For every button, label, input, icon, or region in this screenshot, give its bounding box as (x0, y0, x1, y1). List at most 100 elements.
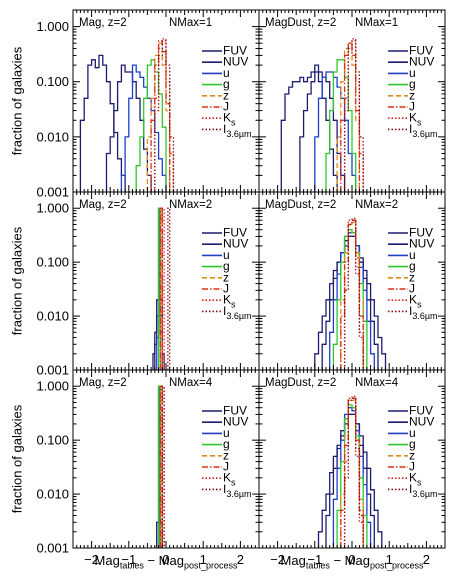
legend-label: Ks (223, 111, 236, 128)
legend-label: g (409, 259, 416, 273)
histogram-series (332, 229, 368, 370)
legend-label: NUV (409, 237, 434, 251)
y-axis-label-row-2: fraction of galaxies (9, 226, 25, 336)
x-axis-label-left: Magtables − Magpost_process (94, 553, 238, 571)
legend-label: z (409, 448, 415, 462)
nmax-label: NMax=4 (355, 377, 399, 389)
histogram-series (343, 219, 364, 370)
legend-label: u (409, 426, 416, 440)
legend-label: g (409, 437, 416, 451)
legend-label: z (223, 88, 229, 102)
plot-frame (72, 191, 260, 371)
histogram-series (314, 71, 357, 192)
legend-label: J (223, 100, 229, 114)
legend-label: I3.6µm (223, 482, 252, 499)
histogram-series (332, 407, 372, 548)
legend-label: I3.6µm (409, 122, 438, 139)
histogram-series (321, 235, 379, 370)
histogram-series (150, 40, 171, 192)
chart-panel-3: 0.001 0.010 0.100 1.000 Mag, z=2 NMax=2 FUVNUV… (36, 191, 260, 378)
panel-label: MagDust, z=2 (265, 199, 336, 211)
legend-label: u (223, 248, 230, 262)
legend-label: Ks (223, 293, 236, 310)
histogram-series (161, 385, 165, 548)
legend-label: u (223, 426, 230, 440)
x-tick-label: −2 (84, 552, 99, 567)
legend-label: z (409, 88, 415, 102)
histogram-series (317, 413, 383, 548)
panel-label: MagDust, z=2 (265, 17, 336, 29)
legend-label: z (223, 270, 229, 284)
legend-label: J (409, 100, 415, 114)
legend-label: FUV (223, 226, 247, 240)
legend-label: J (409, 282, 415, 296)
histogram-series (280, 64, 338, 192)
y-axis-label-row-3: fraction of galaxies (9, 404, 25, 514)
nmax-label: NMax=1 (355, 17, 398, 29)
legend-label: J (223, 282, 229, 296)
legend-label: z (223, 448, 229, 462)
y-tick-label: 0.001 (36, 363, 69, 378)
legend-label: FUV (223, 44, 247, 58)
legend-label: g (409, 77, 416, 91)
legend-label: I3.6µm (223, 122, 252, 139)
panel-label: Mag, z=2 (79, 377, 127, 389)
histogram-series (135, 59, 167, 192)
legend-label: FUV (409, 404, 433, 418)
x-tick-label: 0 (348, 552, 355, 567)
legend-label: u (409, 248, 416, 262)
histogram-series (340, 42, 361, 192)
histogram-series (154, 40, 175, 192)
legend-label: z (409, 270, 415, 284)
legend-label: g (223, 259, 230, 273)
y-tick-label: 0.100 (36, 255, 69, 270)
y-tick-label: 1.000 (36, 379, 69, 394)
legend-label: FUV (223, 404, 247, 418)
y-tick-label: 0.001 (36, 185, 69, 200)
nmax-label: NMax=1 (169, 17, 212, 29)
histogram-series (167, 207, 171, 370)
x-tick-label: −2 (270, 552, 285, 567)
y-tick-label: 0.001 (36, 541, 69, 556)
histogram-series (120, 64, 167, 192)
histogram-series (154, 38, 175, 192)
legend-label: J (409, 460, 415, 474)
histogram-series (329, 232, 375, 370)
y-tick-label: 0.010 (36, 487, 69, 502)
x-tick-label: −1 (307, 552, 322, 567)
legend-label: u (409, 66, 416, 80)
x-tick-label: −1 (121, 552, 136, 567)
chart-panel-5: 0.001 0.010 0.100 1.000 −2 −1 0 1 2 Mag, z=2 NMax=… (36, 369, 260, 567)
legend-label: NUV (223, 415, 248, 429)
x-tick-label: 2 (237, 552, 244, 567)
legend-label: g (223, 77, 230, 91)
y-axis-label-row-1: fraction of galaxies (9, 46, 25, 156)
y-tick-label: 1.000 (36, 201, 69, 216)
x-tick-label: 1 (200, 552, 207, 567)
panel-label: Mag, z=2 (79, 199, 127, 211)
chart-panel-1: 0.001 0.010 0.100 1.000 Mag, z=2 NMax=1 FUVNUV… (36, 9, 260, 200)
legend-label: I3.6µm (409, 482, 438, 499)
y-tick-label: 0.010 (36, 129, 69, 144)
legend-label: u (223, 66, 230, 80)
histogram-series (325, 59, 357, 192)
histogram-series (161, 207, 165, 370)
x-tick-label: 2 (423, 552, 430, 567)
legend-label: Ks (409, 293, 422, 310)
x-tick-label: 0 (162, 552, 169, 567)
x-tick-label: 1 (386, 552, 393, 567)
histogram-series (336, 404, 368, 548)
y-tick-label: 0.100 (36, 433, 69, 448)
histogram-series (314, 235, 387, 370)
legend-label: NUV (409, 55, 434, 69)
panel-label: Mag, z=2 (79, 17, 127, 29)
y-tick-label: 1.000 (36, 19, 69, 34)
nmax-label: NMax=2 (355, 199, 398, 211)
legend-label: g (223, 437, 230, 451)
